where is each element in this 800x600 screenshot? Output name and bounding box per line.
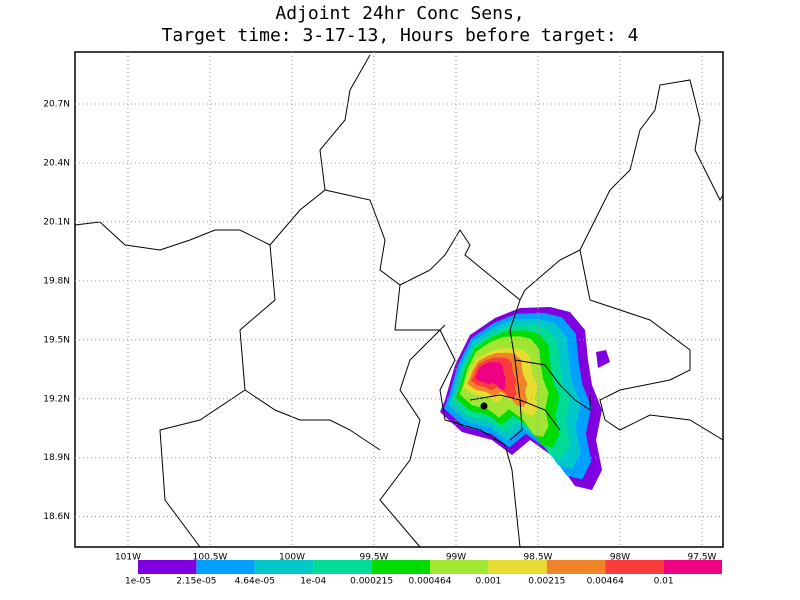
lat-tick-label: 19.5N xyxy=(43,335,70,345)
contour-fill xyxy=(596,350,610,368)
colorbar-label: 0.000464 xyxy=(409,577,452,587)
lon-tick-label: 97.5W xyxy=(688,553,717,563)
colorbar-box xyxy=(430,560,489,574)
colorbar-box xyxy=(546,560,606,574)
colorbar-label: 1e-04 xyxy=(300,577,326,587)
target-marker xyxy=(480,402,488,410)
lat-tick-label: 18.6N xyxy=(43,512,70,522)
colorbar-label: 2.15e-05 xyxy=(176,577,216,587)
colorbar-box xyxy=(371,560,430,574)
lat-tick-label: 20.7N xyxy=(43,100,70,110)
lon-tick-label: 99.5W xyxy=(360,553,389,563)
lat-tick-label: 20.4N xyxy=(43,158,70,168)
lat-tick-label: 19.8N xyxy=(43,276,70,286)
lon-tick-label: 98W xyxy=(610,553,630,563)
lat-tick-label: 20.1N xyxy=(43,217,70,227)
colorbar-box xyxy=(254,560,314,574)
colorbar-box xyxy=(488,560,547,574)
colorbar-label: 0.001 xyxy=(476,577,502,587)
colorbar-box xyxy=(196,560,255,574)
colorbar-label: 0.000215 xyxy=(350,577,393,587)
colorbar-box xyxy=(138,560,197,574)
colorbar-box xyxy=(313,560,372,574)
lon-tick-label: 99W xyxy=(446,553,466,563)
state-boundaries xyxy=(74,54,724,548)
colorbar-box xyxy=(663,560,722,574)
colorbar-label: 4.64e-05 xyxy=(235,577,275,587)
title: Adjoint 24hr Conc Sens, xyxy=(275,3,524,24)
lat-tick-label: 18.9N xyxy=(43,453,70,463)
colorbar-label: 0.00464 xyxy=(587,577,624,587)
title: Target time: 3-17-13, Hours before targe… xyxy=(162,25,639,46)
lon-tick-label: 100.5W xyxy=(193,553,228,563)
lon-tick-label: 98.5W xyxy=(524,553,553,563)
colorbar-box xyxy=(605,560,664,574)
colorbar-label: 1e-05 xyxy=(125,577,151,587)
colorbar-label: 0.00215 xyxy=(528,577,565,587)
lon-tick-label: 101W xyxy=(115,553,141,563)
colorbar-label: 0.01 xyxy=(654,577,674,587)
contour-fill xyxy=(475,362,506,390)
lat-tick-label: 19.2N xyxy=(43,394,70,404)
lon-tick-label: 100W xyxy=(279,553,305,563)
plot-frame xyxy=(74,51,724,548)
contour-fills xyxy=(440,307,610,490)
